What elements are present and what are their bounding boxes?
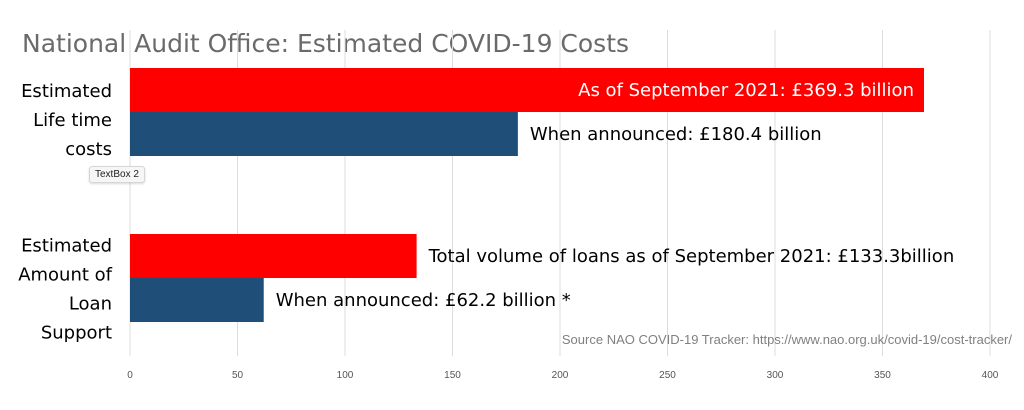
category-label: Life time xyxy=(33,110,112,131)
x-tick-label: 150 xyxy=(444,370,461,381)
x-tick-label: 200 xyxy=(552,370,569,381)
chart-title: National Audit Office: Estimated COVID-1… xyxy=(22,29,629,58)
data-label: Total volume of loans as of September 20… xyxy=(428,246,955,267)
bar xyxy=(130,234,417,278)
category-label: costs xyxy=(65,139,112,160)
category-label: Estimated xyxy=(21,236,112,257)
x-axis-ticks: 0 50 100 150 200 250 300 350 400 xyxy=(127,370,999,381)
data-label: When announced: £62.2 billion * xyxy=(276,290,571,311)
bar xyxy=(130,278,264,322)
data-label: As of September 2021: £369.3 billion xyxy=(578,80,914,101)
category-label: Estimated xyxy=(21,81,112,102)
x-tick-label: 350 xyxy=(874,370,891,381)
x-tick-label: 300 xyxy=(767,370,784,381)
category-label: Amount of xyxy=(18,265,112,286)
category-labels: Estimated Life time costs Estimated Amount o… xyxy=(18,81,112,344)
x-tick-label: 100 xyxy=(337,370,354,381)
textbox-tooltip: TextBox 2 xyxy=(89,166,145,183)
x-tick-label: 250 xyxy=(659,370,676,381)
x-tick-label: 400 xyxy=(982,370,999,381)
category-label: Support xyxy=(41,323,112,344)
data-label: When announced: £180.4 billion xyxy=(530,124,822,145)
x-tick-label: 0 xyxy=(127,370,133,381)
bars: As of September 2021: £369.3 billion When… xyxy=(130,68,954,322)
category-label: Loan xyxy=(69,294,112,315)
bar xyxy=(130,68,924,112)
source-note: Source NAO COVID-19 Tracker: https://www… xyxy=(562,332,1012,347)
x-tick-label: 50 xyxy=(232,370,244,381)
bar xyxy=(130,112,518,156)
